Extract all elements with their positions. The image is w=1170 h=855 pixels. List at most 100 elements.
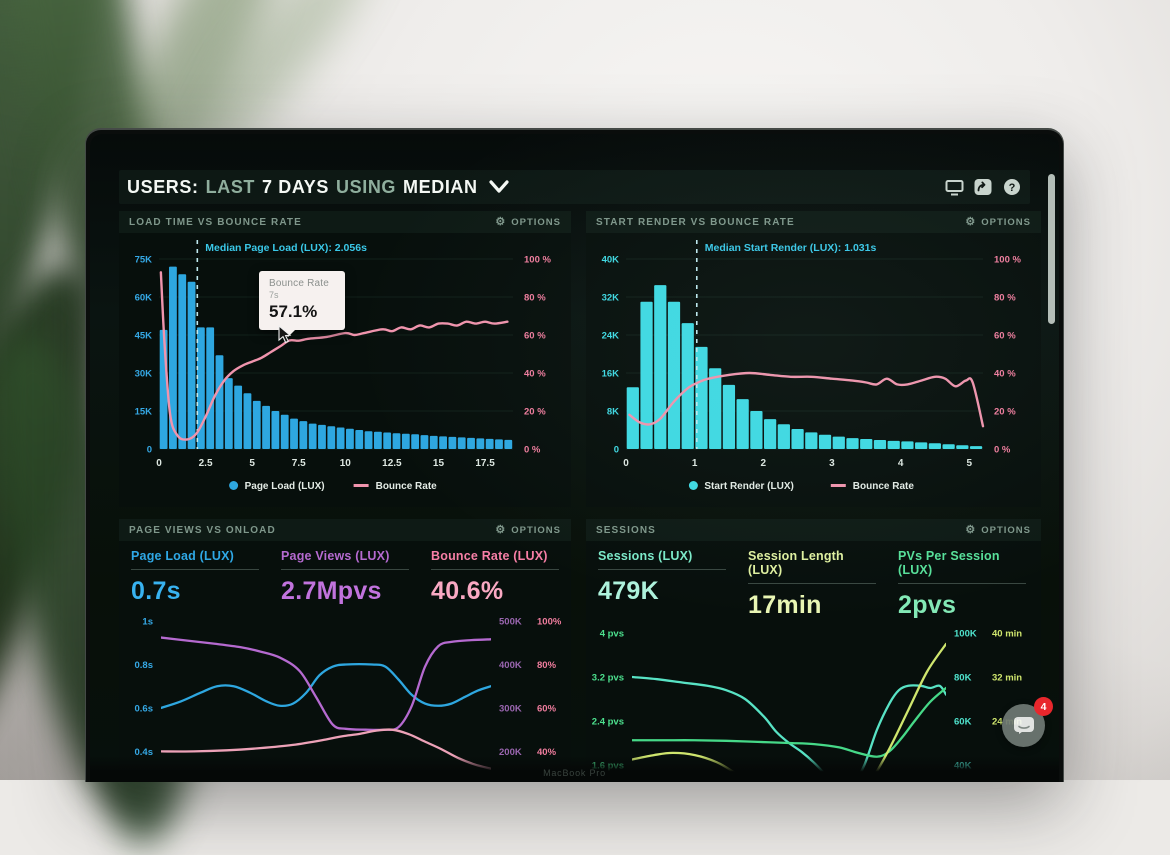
- legend-swatch: [229, 481, 238, 490]
- histogram-bar[interactable]: [178, 274, 186, 449]
- histogram-bar[interactable]: [640, 302, 652, 449]
- histogram-bar[interactable]: [458, 437, 466, 449]
- histogram-bar[interactable]: [723, 385, 735, 449]
- histogram-bar[interactable]: [874, 440, 886, 449]
- metric-row: Sessions (LUX) 479K Session Length (LUX)…: [586, 541, 1041, 620]
- page-title[interactable]: USERS: LAST 7 DAYS USING MEDIAN: [127, 177, 509, 198]
- metric-pvs-per-session: PVs Per Session (LUX) 2pvs: [898, 549, 1026, 620]
- display-icon[interactable]: [944, 178, 964, 196]
- histogram-bar[interactable]: [654, 285, 666, 449]
- histogram-bar[interactable]: [819, 435, 831, 449]
- panel-header: START RENDER VS BOUNCE RATE ⚙OPTIONS: [586, 211, 1041, 233]
- histogram-bar[interactable]: [281, 415, 289, 449]
- histogram-bar[interactable]: [929, 443, 941, 449]
- histogram-bar[interactable]: [467, 438, 475, 449]
- line-series[interactable]: [161, 664, 491, 708]
- panel-header: SESSIONS ⚙OPTIONS: [586, 519, 1041, 541]
- y-axis-right-tick: 80 %: [994, 293, 1016, 304]
- histogram-bar[interactable]: [846, 438, 858, 449]
- panel-title: START RENDER VS BOUNCE RATE: [596, 217, 795, 228]
- histogram-bar[interactable]: [216, 355, 224, 449]
- chat-bubble-icon: [1013, 716, 1035, 736]
- y-axis-left-tick: 16K: [602, 369, 620, 380]
- histogram-bar[interactable]: [439, 436, 447, 449]
- histogram-bar[interactable]: [495, 439, 503, 449]
- histogram-bar[interactable]: [299, 421, 307, 449]
- median-annotation: Median Page Load (LUX): 2.056s: [205, 242, 367, 254]
- histogram-bar[interactable]: [421, 435, 429, 449]
- histogram-bar[interactable]: [805, 432, 817, 449]
- share-icon[interactable]: [973, 178, 993, 196]
- dashboard-header: USERS: LAST 7 DAYS USING MEDIAN ?: [119, 170, 1030, 204]
- x-axis-tick: 5: [966, 458, 972, 469]
- histogram-bar[interactable]: [970, 446, 982, 449]
- histogram-bar[interactable]: [234, 386, 242, 449]
- histogram-bar[interactable]: [860, 439, 872, 449]
- histogram-bar[interactable]: [737, 399, 749, 449]
- histogram-bar[interactable]: [402, 434, 410, 449]
- y-axis-right-tick: 40 min: [992, 629, 1022, 640]
- histogram-bar[interactable]: [271, 411, 279, 449]
- histogram-bar[interactable]: [901, 441, 913, 449]
- title-segment: USERS:: [127, 177, 199, 198]
- histogram-bar[interactable]: [346, 429, 354, 449]
- y-axis-left-tick: 45K: [135, 331, 153, 342]
- metric-value: 40.6%: [431, 577, 559, 606]
- laptop: USERS: LAST 7 DAYS USING MEDIAN ?: [85, 128, 1064, 782]
- line-series[interactable]: [161, 638, 491, 730]
- legend-label: Start Render (LUX): [704, 481, 793, 492]
- options-button[interactable]: ⚙OPTIONS: [965, 525, 1031, 536]
- histogram-bar[interactable]: [290, 419, 298, 449]
- histogram-bar[interactable]: [355, 430, 363, 449]
- scrollbar[interactable]: [1048, 174, 1055, 324]
- histogram-bar[interactable]: [833, 437, 845, 449]
- histogram-bar[interactable]: [915, 442, 927, 449]
- histogram-bar[interactable]: [327, 426, 335, 449]
- panel-title: PAGE VIEWS VS ONLOAD: [129, 525, 276, 536]
- histogram-bar[interactable]: [791, 429, 803, 449]
- histogram-bar[interactable]: [486, 439, 494, 449]
- histogram-bar[interactable]: [374, 432, 382, 449]
- histogram-bar[interactable]: [476, 438, 484, 449]
- histogram-bar[interactable]: [504, 440, 512, 449]
- histogram-bar[interactable]: [383, 433, 391, 449]
- histogram-bar[interactable]: [365, 431, 373, 449]
- x-axis-tick: 2: [761, 458, 767, 469]
- histogram-bar[interactable]: [888, 441, 900, 449]
- chevron-down-icon[interactable]: [489, 180, 509, 194]
- histogram-bar[interactable]: [956, 445, 968, 449]
- x-axis-tick: 7.5: [292, 458, 306, 469]
- histogram-bar[interactable]: [709, 368, 721, 449]
- histogram-bar[interactable]: [448, 437, 456, 449]
- histogram-bar[interactable]: [262, 406, 270, 449]
- histogram-bar[interactable]: [695, 347, 707, 449]
- histogram-bar[interactable]: [318, 425, 326, 449]
- options-button[interactable]: ⚙OPTIONS: [495, 525, 561, 536]
- options-button[interactable]: ⚙OPTIONS: [965, 217, 1031, 228]
- y-axis-right-tick: 100 %: [994, 255, 1021, 266]
- histogram-bar[interactable]: [225, 378, 233, 449]
- histogram-bar[interactable]: [206, 327, 214, 449]
- histogram-bar[interactable]: [337, 427, 345, 449]
- y-axis-right-tick: 32 min: [992, 673, 1022, 684]
- options-button[interactable]: ⚙OPTIONS: [495, 217, 561, 228]
- x-axis-tick: 2.5: [199, 458, 213, 469]
- histogram-bar[interactable]: [309, 424, 317, 449]
- histogram-bar[interactable]: [778, 424, 790, 449]
- tooltip-series: Bounce Rate: [269, 278, 335, 289]
- panel-title: LOAD TIME VS BOUNCE RATE: [129, 217, 302, 228]
- histogram-bar[interactable]: [750, 411, 762, 449]
- line-series[interactable]: [632, 688, 946, 757]
- histogram-bar[interactable]: [393, 433, 401, 449]
- histogram-bar[interactable]: [668, 302, 680, 449]
- histogram-bar[interactable]: [411, 434, 419, 449]
- histogram-bar[interactable]: [244, 393, 252, 449]
- help-icon[interactable]: ?: [1002, 178, 1022, 196]
- histogram-bar[interactable]: [430, 436, 438, 449]
- histogram-bar[interactable]: [253, 401, 261, 449]
- histogram-bar[interactable]: [943, 444, 955, 449]
- histogram-bar[interactable]: [764, 419, 776, 449]
- histogram-bar[interactable]: [188, 282, 196, 449]
